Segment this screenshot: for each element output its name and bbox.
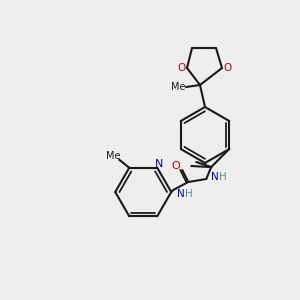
Text: Me: Me <box>106 151 121 161</box>
Text: N: N <box>212 172 219 182</box>
Text: O: O <box>177 63 185 73</box>
Text: Me: Me <box>171 82 185 92</box>
Text: H: H <box>185 189 193 199</box>
Text: N: N <box>177 189 185 199</box>
Text: N: N <box>155 159 164 169</box>
Text: H: H <box>219 172 227 182</box>
Text: O: O <box>224 63 232 73</box>
Text: O: O <box>172 161 181 171</box>
